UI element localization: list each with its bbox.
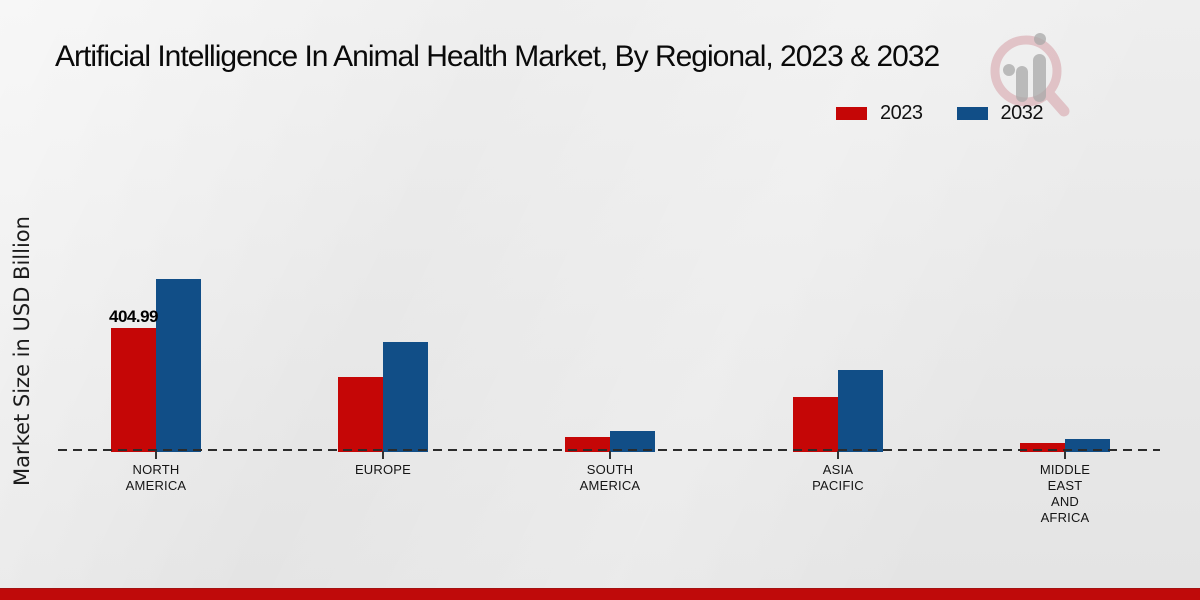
x-axis-baseline (58, 449, 1160, 451)
category-label-asia-pacific: ASIA PACIFIC (812, 462, 864, 493)
legend-swatch-2023 (836, 107, 867, 120)
value-label-2023-north-america: 404.99 (109, 307, 159, 326)
legend-label-2032: 2032 (1000, 102, 1044, 124)
category-label-north-america: NORTH AMERICA (125, 462, 187, 493)
bar-2032-south-america (610, 431, 655, 452)
bar-2032-europe (383, 342, 428, 452)
bar-2032-north-america (156, 279, 201, 452)
bar-2023-south-america (565, 437, 610, 452)
legend: 2023 2032 (836, 102, 1043, 125)
footer-accent-band (0, 588, 1200, 600)
bar-2023-north-america (111, 328, 156, 452)
legend-swatch-2032 (956, 107, 988, 120)
axis-tick-south-america (609, 451, 611, 459)
chart-title: Artificial Intelligence In Animal Health… (55, 40, 940, 73)
legend-item-2023: 2023 (836, 102, 923, 125)
category-label-europe: EUROPE (354, 462, 412, 477)
axis-tick-middle-east-and-africa (1064, 451, 1066, 459)
legend-label-2023: 2023 (880, 102, 923, 124)
category-label-middle-east-and-africa: MIDDLE EAST AND AFRICA (1039, 462, 1091, 525)
bar-2023-middle-east-and-africa (1020, 443, 1065, 452)
category-label-south-america: SOUTH AMERICA (579, 462, 641, 493)
bar-2032-middle-east-and-africa (1065, 439, 1110, 452)
y-axis-label: Market Size in USD Billion (10, 216, 34, 486)
bar-2023-asia-pacific (793, 397, 838, 452)
legend-item-2032: 2032 (956, 102, 1044, 125)
watermark-logo (990, 33, 1070, 117)
axis-tick-asia-pacific (837, 451, 839, 459)
axis-tick-europe (382, 451, 384, 459)
bar-2032-asia-pacific (838, 370, 883, 452)
bar-2023-europe (338, 377, 383, 452)
axis-tick-north-america (155, 451, 157, 459)
